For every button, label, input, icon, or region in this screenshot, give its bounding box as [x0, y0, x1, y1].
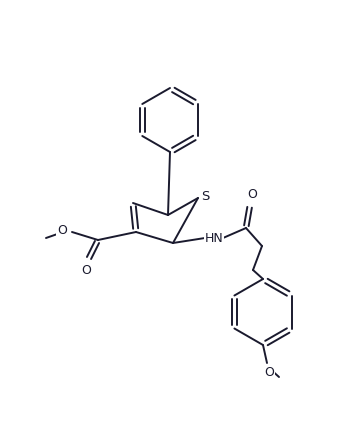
- Text: O: O: [247, 188, 257, 202]
- Text: O: O: [57, 224, 67, 236]
- Text: S: S: [201, 190, 209, 203]
- Text: HN: HN: [205, 231, 223, 245]
- Text: O: O: [264, 366, 274, 378]
- Text: O: O: [81, 264, 91, 276]
